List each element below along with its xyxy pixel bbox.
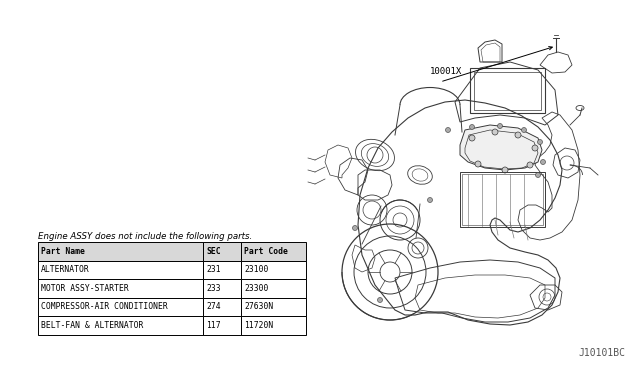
Bar <box>38 316 203 334</box>
Circle shape <box>470 125 474 129</box>
Bar <box>203 298 241 316</box>
Text: 23100: 23100 <box>244 265 268 274</box>
Circle shape <box>378 298 383 302</box>
Circle shape <box>469 135 475 141</box>
Bar <box>203 316 241 334</box>
Bar <box>460 172 545 227</box>
Bar <box>241 242 306 260</box>
Bar <box>241 316 306 334</box>
Circle shape <box>497 124 502 128</box>
Bar <box>38 279 203 298</box>
Text: 231: 231 <box>206 265 221 274</box>
Circle shape <box>527 162 533 168</box>
Bar <box>203 242 241 260</box>
Circle shape <box>532 145 538 151</box>
Text: 117: 117 <box>206 321 221 330</box>
Bar <box>241 279 306 298</box>
Circle shape <box>541 160 545 164</box>
Circle shape <box>502 167 508 173</box>
Text: Part Code: Part Code <box>244 247 288 256</box>
Bar <box>203 279 241 298</box>
Bar <box>203 260 241 279</box>
Bar <box>38 298 203 316</box>
Text: 233: 233 <box>206 284 221 293</box>
Circle shape <box>353 225 358 231</box>
Text: 23300: 23300 <box>244 284 268 293</box>
Text: BELT-FAN & ALTERNATOR: BELT-FAN & ALTERNATOR <box>41 321 143 330</box>
Text: 11720N: 11720N <box>244 321 273 330</box>
Circle shape <box>492 129 498 135</box>
Bar <box>38 242 203 260</box>
Polygon shape <box>460 125 542 170</box>
Text: Part Name: Part Name <box>41 247 85 256</box>
Bar <box>470 68 545 113</box>
Circle shape <box>538 140 543 144</box>
Text: SEC: SEC <box>206 247 221 256</box>
Text: 274: 274 <box>206 302 221 311</box>
Text: MOTOR ASSY-STARTER: MOTOR ASSY-STARTER <box>41 284 129 293</box>
Text: Engine ASSY does not include the following parts.: Engine ASSY does not include the followi… <box>38 232 252 241</box>
Circle shape <box>522 128 527 132</box>
Circle shape <box>536 173 541 177</box>
Bar <box>241 298 306 316</box>
Bar <box>38 260 203 279</box>
Text: ALTERNATOR: ALTERNATOR <box>41 265 90 274</box>
Bar <box>241 260 306 279</box>
Circle shape <box>445 128 451 132</box>
Text: 10001X: 10001X <box>430 67 462 77</box>
Bar <box>474 72 541 110</box>
Text: COMPRESSOR-AIR CONDITIONER: COMPRESSOR-AIR CONDITIONER <box>41 302 168 311</box>
Circle shape <box>475 161 481 167</box>
Circle shape <box>515 132 521 138</box>
Text: 27630N: 27630N <box>244 302 273 311</box>
Circle shape <box>428 198 433 202</box>
Text: J10101BC: J10101BC <box>578 348 625 358</box>
Bar <box>462 174 543 225</box>
